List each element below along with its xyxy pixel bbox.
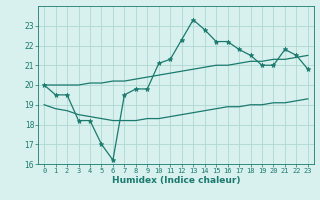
X-axis label: Humidex (Indice chaleur): Humidex (Indice chaleur) — [112, 176, 240, 185]
